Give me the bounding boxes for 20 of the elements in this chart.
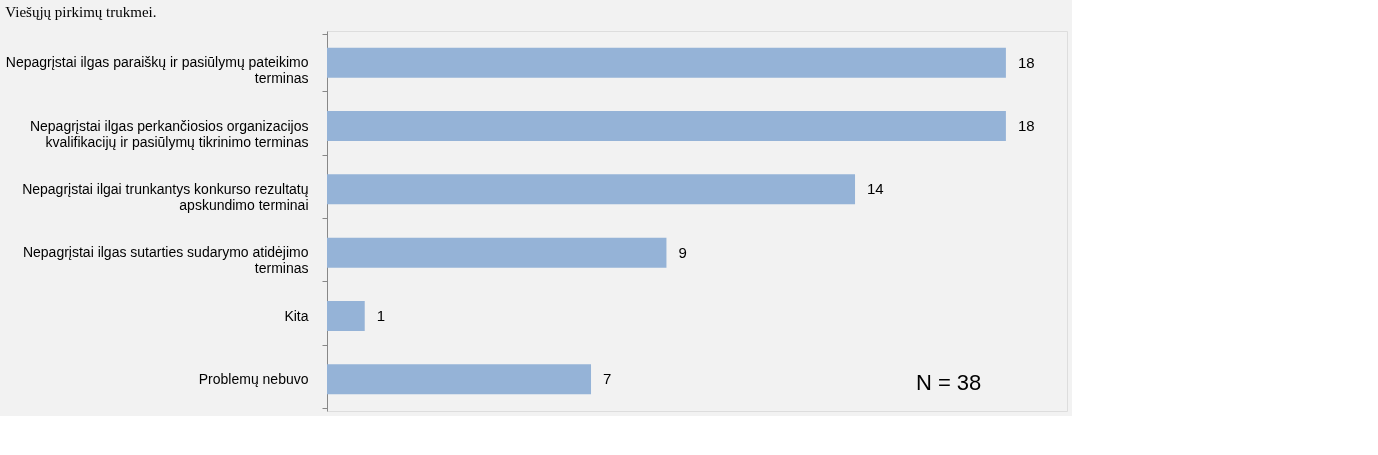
y-tick-label: Nepagrįstai ilgas sutarties sudarymo atidėjimo terminas	[22, 244, 309, 277]
annotation: N = 38	[915, 370, 982, 395]
data-label: 1	[376, 307, 386, 324]
bar	[327, 111, 1006, 141]
data-label: 14	[867, 180, 884, 198]
y-tick-label: Nepagrįstai ilgas paraiškų ir pasiūlymų pateikimo terminas	[5, 54, 309, 87]
data-label: 9	[678, 243, 687, 261]
bar	[327, 47, 1006, 78]
data-label: 18	[1017, 117, 1035, 134]
bar	[327, 237, 667, 268]
text: Viešųjų pirkimų trukmei.	[5, 4, 157, 20]
bar	[327, 364, 592, 395]
y-tick-label: Kita	[284, 307, 309, 324]
data-label: 18	[1017, 53, 1035, 71]
y-tick-label: Nepagrįstai ilgai trunkantys konkurso rezultatų apskundimo terminai	[22, 180, 309, 213]
bar	[327, 301, 365, 331]
bar	[327, 174, 856, 205]
y-tick-label: Nepagrįstai ilgas perkančiosios organizacijos kvalifikacijų ir pasiūlymų tikrinimo terminas	[29, 117, 309, 150]
y-tick-label: Problemų nebuvo	[198, 370, 309, 387]
data-label: 7	[603, 370, 612, 388]
